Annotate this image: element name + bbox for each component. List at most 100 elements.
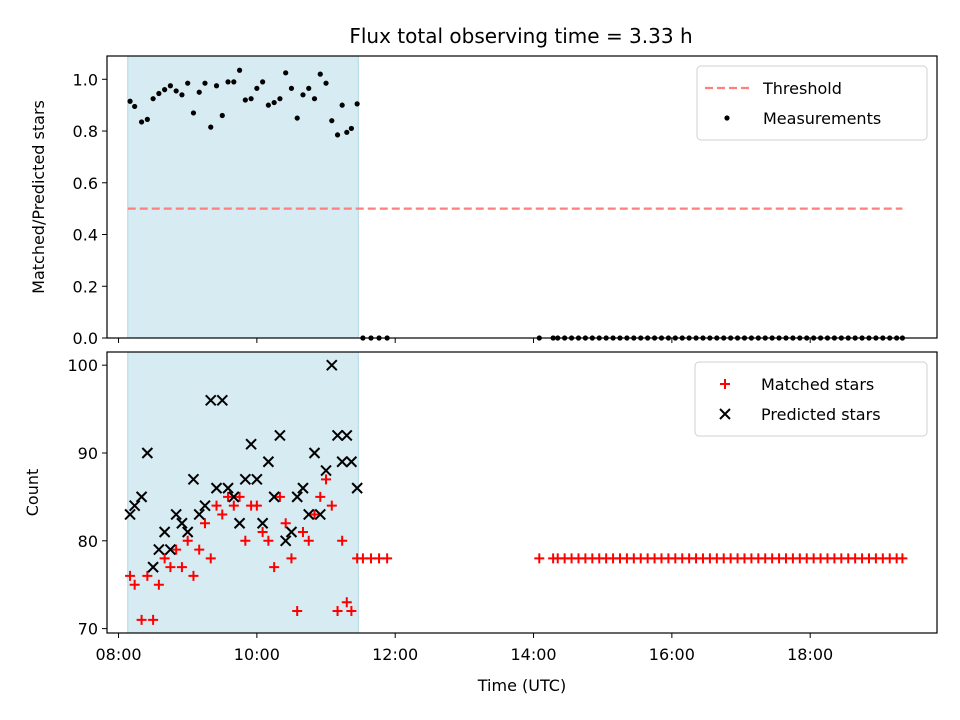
measurement-point [127, 98, 133, 104]
matched-stars-point [125, 570, 136, 581]
measurement-point [179, 92, 185, 98]
predicted-stars-point [181, 526, 194, 538]
predicted-stars-point [262, 456, 275, 468]
predicted-stars-point [210, 482, 223, 494]
matched-stars-point [292, 606, 303, 617]
y-tick-label: 80 [78, 532, 98, 551]
matched-stars-point [315, 491, 326, 502]
measurement-point [202, 80, 208, 86]
matched-stars-point [211, 500, 222, 511]
matched-stars-point [188, 570, 199, 581]
measurement-point [242, 97, 248, 103]
predicted-stars-point [128, 499, 141, 512]
predicted-stars-point [164, 543, 177, 556]
matched-stars-point [286, 553, 297, 564]
measurement-point [132, 103, 138, 110]
predicted-stars-point [341, 429, 353, 442]
matched-stars-point [240, 535, 251, 546]
measurement-point [344, 129, 350, 135]
observing-span [127, 351, 359, 634]
measurement-point [283, 70, 289, 76]
y-tick-label: 0.8 [73, 122, 98, 141]
predicted-stars-point [297, 482, 309, 494]
measurement-point [317, 71, 323, 77]
measurement-point [254, 85, 260, 91]
predicted-stars-point [285, 526, 298, 538]
matched-stars-point [234, 491, 245, 502]
predicted-stars-point [193, 508, 205, 521]
observing-span [127, 55, 359, 339]
axes-frame [106, 351, 938, 634]
legend-box [694, 361, 928, 437]
matched-stars-point [251, 500, 262, 511]
predicted-stars-point [170, 508, 182, 521]
matched-stars-point [205, 553, 216, 564]
predicted-stars-point [256, 517, 269, 529]
matched-stars-point [129, 579, 140, 590]
predicted-stars-point [205, 394, 217, 407]
measurement-point [167, 83, 174, 89]
matched-stars-point [153, 579, 164, 590]
measurement-point [311, 96, 318, 102]
measurement-point [277, 96, 283, 102]
predicted-stars-point [291, 491, 303, 503]
predicted-stars-point [351, 482, 363, 494]
matched-stars-point [176, 562, 187, 573]
ratio-panel: 0.0 0.2 0.4 0.6 0.8 1.0 Matched/Predicted star… [29, 55, 938, 348]
predicted-stars-point [228, 491, 240, 503]
matched-stars-point [217, 509, 228, 520]
legend-label: Measurements [763, 109, 881, 128]
measurement-point [306, 85, 312, 91]
y-tick-label: 0.6 [73, 174, 98, 193]
predicted-stars-point [239, 473, 252, 486]
matched-stars-point [142, 570, 153, 581]
measurement-point [231, 79, 237, 85]
predicted-stars-point [233, 517, 246, 529]
matched-stars-point [136, 614, 147, 625]
matched-stars-point [297, 527, 308, 538]
measurement-point [185, 80, 191, 86]
axes-frame [106, 55, 938, 339]
x-tick-label: 18:00 [787, 645, 833, 664]
matched-stars-point [165, 562, 176, 573]
predicted-stars-point [314, 508, 326, 521]
predicted-stars-point [303, 508, 315, 521]
matched-stars-point [148, 614, 159, 625]
measurement-point [294, 115, 300, 121]
series-matched-stars [125, 474, 908, 625]
measurement-point [248, 96, 254, 102]
count-panel: 70 80 90 100 08:00 10:00 12:00 14:00 16:00 18:00 C… [23, 351, 938, 695]
matched-stars-point [159, 553, 170, 564]
matched-stars-point [332, 606, 343, 617]
predicted-stars-point [245, 438, 257, 450]
predicted-stars-point [153, 543, 165, 556]
predicted-stars-point [345, 456, 358, 468]
measurement-point [196, 89, 202, 95]
legend-box [696, 65, 928, 141]
predicted-stars-point [320, 464, 332, 477]
matched-stars-point [303, 535, 314, 546]
measurement-point [323, 80, 329, 86]
measurement-point [339, 102, 345, 108]
matched-stars-point [309, 509, 320, 520]
matched-stars-point [257, 527, 268, 538]
y-axis-label: Matched/Predicted stars [29, 100, 48, 294]
x-tick-label: 12:00 [372, 645, 418, 664]
x-tick-label: 16:00 [649, 645, 695, 664]
predicted-stars-point [158, 526, 171, 538]
measurement-point [190, 110, 197, 116]
predicted-stars-point [147, 561, 159, 573]
measurement-point [288, 85, 295, 91]
legend-predicted-swatch [719, 408, 731, 420]
legend-label: Predicted stars [761, 405, 881, 424]
predicted-stars-point [216, 394, 228, 407]
matched-stars-point [326, 500, 337, 511]
x-tick-label: 10:00 [234, 645, 280, 664]
measurement-point [162, 87, 168, 93]
series-predicted-stars [124, 359, 363, 573]
matched-stars-point [194, 544, 205, 555]
matched-stars-point [337, 535, 348, 546]
x-tick-label: 08:00 [95, 645, 141, 664]
matched-stars-point [274, 491, 285, 502]
predicted-stars-point [336, 456, 348, 468]
